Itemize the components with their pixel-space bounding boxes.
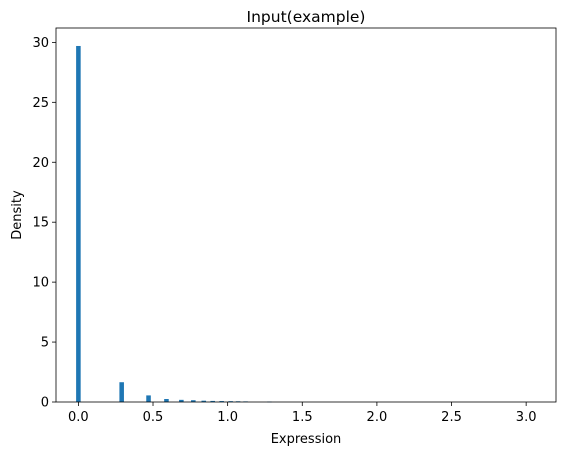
y-tick-label: 15 <box>32 216 49 231</box>
x-tick-label: 3.0 <box>516 410 537 425</box>
y-tick-label: 0 <box>41 396 49 411</box>
y-tick-label: 10 <box>32 276 49 291</box>
y-axis-ticks: 0 5 10 15 20 25 30 <box>32 36 56 411</box>
x-tick-label: 2.5 <box>441 410 462 425</box>
histogram-bar-9 <box>228 401 233 402</box>
x-tick-label: 0.0 <box>68 410 89 425</box>
x-tick-label: 0.5 <box>143 410 164 425</box>
plot-area <box>56 28 556 402</box>
histogram-bar-4 <box>179 399 184 402</box>
bars-group <box>76 45 272 403</box>
x-tick-label: 1.5 <box>292 410 313 425</box>
y-tick-label: 30 <box>32 36 49 51</box>
histogram-bar-6 <box>201 400 207 402</box>
x-axis-label: Expression <box>271 432 342 447</box>
histogram-bar-7 <box>210 400 215 402</box>
histogram-bar-8 <box>219 401 224 402</box>
histogram-bar-0 <box>76 45 81 402</box>
chart-title: Input(example) <box>247 8 366 26</box>
histogram-bar-1 <box>119 382 124 402</box>
y-tick-label: 20 <box>32 156 49 171</box>
y-axis-label: Density <box>10 190 25 240</box>
y-tick-label: 25 <box>32 96 49 111</box>
x-tick-label: 2.0 <box>367 410 388 425</box>
axes-frame <box>55 27 557 403</box>
histogram-bar-5 <box>191 400 196 402</box>
histogram-bar-2 <box>146 395 151 402</box>
y-tick-label: 5 <box>41 336 49 351</box>
histogram-bar-3 <box>164 399 169 402</box>
x-tick-label: 1.0 <box>217 410 238 425</box>
x-axis-ticks: 0.0 0.5 1.0 1.5 2.0 2.5 3.0 <box>68 402 536 425</box>
